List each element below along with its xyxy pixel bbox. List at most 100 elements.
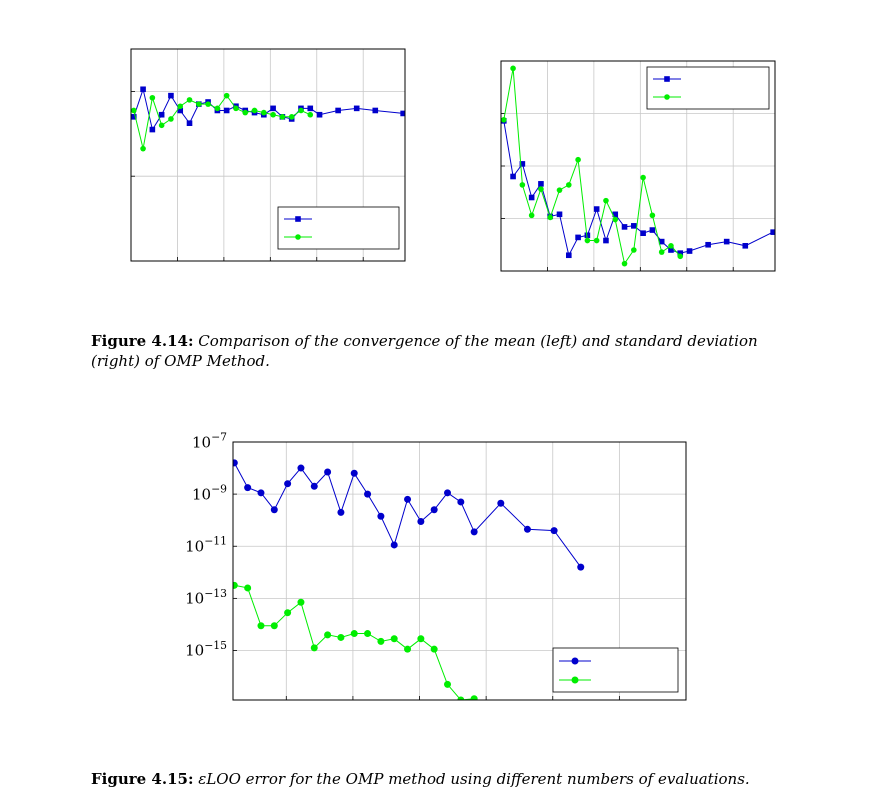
data-point (337, 508, 345, 516)
data-point (131, 107, 137, 114)
figure-4-15-plot: 10−7 10−9 10−11 10−13 10−15 (185, 431, 687, 701)
figure-4-15-label: Figure 4.15: (91, 770, 194, 788)
data-point (297, 464, 305, 472)
data-point (270, 622, 278, 630)
data-point (158, 122, 165, 129)
data-point (284, 480, 292, 488)
figure-4-14-caption: Figure 4.14: Comparison of the convergen… (91, 331, 791, 371)
data-point (677, 253, 684, 260)
plot-frame (130, 48, 406, 262)
data-point (556, 187, 563, 193)
data-point (158, 111, 165, 118)
data-point (279, 114, 286, 120)
data-point (297, 598, 305, 606)
legend-marker (664, 76, 670, 82)
data-point (257, 489, 265, 497)
data-point (519, 161, 526, 167)
data-point (723, 238, 730, 245)
data-point (430, 645, 438, 653)
data-point (686, 248, 693, 254)
data-point (316, 111, 323, 118)
data-point (337, 633, 345, 641)
data-point (353, 105, 360, 112)
data-point (350, 469, 358, 477)
data-point (631, 247, 637, 253)
data-point (457, 498, 465, 506)
data-point (350, 630, 358, 638)
data-point (577, 563, 585, 571)
data-point (640, 230, 646, 236)
data-point (186, 120, 193, 126)
data-point (404, 645, 412, 653)
data-point (510, 65, 516, 72)
legend-marker (295, 234, 301, 240)
data-point (621, 260, 628, 267)
data-point (196, 101, 202, 107)
y-tick-label: 10−9 (192, 483, 227, 504)
data-point (417, 517, 425, 525)
data-point (270, 105, 276, 112)
data-point (631, 223, 637, 229)
data-point (288, 114, 295, 120)
y-tick-label: 10−13 (185, 587, 227, 608)
data-point (149, 94, 156, 101)
data-point (177, 107, 184, 114)
data-point (528, 212, 535, 219)
data-point (149, 126, 156, 133)
data-point (261, 109, 267, 116)
data-point (140, 145, 146, 152)
data-point (298, 107, 304, 114)
data-point (538, 186, 544, 192)
data-point (770, 229, 775, 235)
data-point (668, 247, 674, 253)
data-point (658, 238, 665, 245)
data-point (364, 490, 372, 498)
data-point (593, 237, 600, 244)
data-point (257, 622, 265, 630)
plot-frame (500, 60, 776, 272)
data-point (640, 174, 646, 181)
data-point (566, 252, 572, 259)
series-group (501, 65, 775, 267)
data-point (168, 116, 174, 122)
data-point (538, 181, 544, 187)
data-point (742, 243, 749, 249)
legend-marker (571, 657, 579, 665)
data-point (390, 541, 398, 549)
data-point (621, 224, 628, 230)
series-line-k3 (503, 68, 681, 265)
data-point (270, 111, 276, 118)
data-point (556, 211, 563, 218)
data-point (470, 695, 478, 700)
data-point (377, 637, 385, 645)
data-point (457, 696, 465, 700)
figure-4-15-caption: Figure 4.15: εLOO error for the OMP meth… (91, 769, 791, 789)
data-point (223, 107, 230, 114)
data-point (242, 109, 249, 116)
series-group (233, 459, 585, 700)
series-line-k3 (133, 94, 311, 149)
data-point (223, 92, 230, 99)
legend-marker (664, 94, 670, 100)
data-point (603, 237, 609, 244)
data-point (584, 232, 591, 239)
data-point (417, 635, 425, 643)
legend-box (646, 66, 770, 110)
data-point (214, 105, 221, 112)
series-line-k2 (133, 87, 404, 131)
data-point (510, 173, 516, 180)
data-point (523, 525, 531, 533)
data-point (186, 97, 193, 103)
data-point (307, 105, 314, 112)
data-point (284, 609, 292, 617)
data-point (244, 484, 252, 492)
data-point (612, 211, 619, 218)
y-tick-label: 10−7 (192, 431, 227, 452)
data-point (310, 644, 318, 652)
data-point (364, 630, 372, 638)
data-point (324, 631, 332, 639)
data-point (566, 182, 572, 188)
data-point (668, 243, 674, 249)
data-point (470, 528, 478, 536)
series-group (131, 86, 405, 152)
